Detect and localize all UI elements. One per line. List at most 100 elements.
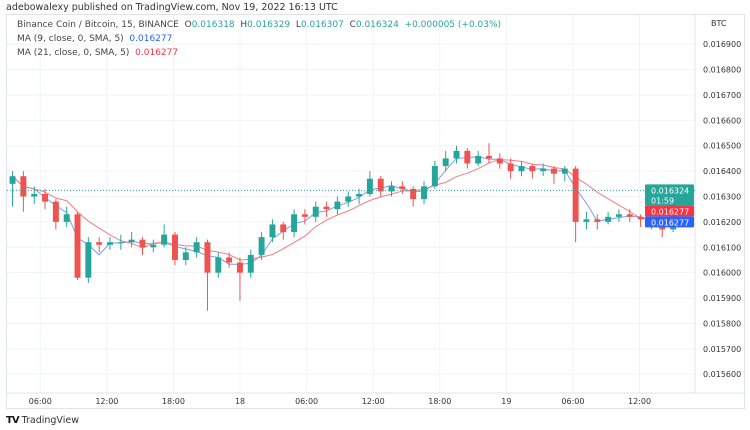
change-value: +0.000005 (+0.03%) [404,20,502,30]
candle-body [63,214,70,222]
candle-body [42,193,49,202]
x-tick-label: 12:00 [95,397,118,406]
x-tick-label: 18:00 [428,397,451,406]
candle-body [626,214,633,217]
candle-body [226,257,233,263]
y-tick-label: 0.016300 [703,193,741,202]
ma1-legend[interactable]: MA (9, close, 0, SMA, 5) 0.016277 [17,34,172,44]
y-tick-label: 0.016700 [703,91,741,100]
x-tick-label: 06:00 [561,397,584,406]
ma2-label: MA (21, close, 0, SMA, 5) [17,48,130,58]
candle-body [150,244,157,248]
candle-body [139,239,146,248]
publication-info: adebowalexy published on TradingView.com… [6,2,338,13]
close-value: 0.016324 [355,20,399,30]
low-value: 0.016307 [300,20,344,30]
ma1-label: MA (9, close, 0, SMA, 5) [17,34,124,44]
candle-body [431,166,438,187]
y-tick-label: 0.016800 [703,66,741,75]
candle-body [280,224,287,233]
candle-body [85,242,92,278]
tradingview-logo-icon[interactable]: TV [6,415,20,426]
candle-body [550,168,557,174]
y-tick-label: 0.016600 [703,116,741,125]
candle-body [507,163,514,172]
y-tick-label: 0.016400 [703,167,741,176]
candle-body [572,168,579,222]
chart-frame[interactable]: 0.016900 0.016800 0.016700 0.016600 0.016500… [6,14,746,410]
candle-body [258,237,265,255]
candle-body [366,178,373,194]
candle-body [269,224,276,238]
x-tick-label: 19 [501,397,511,406]
candle-body [345,196,352,202]
y-tick-label: 0.016100 [703,243,741,252]
candle-body [323,206,330,210]
y-tick-label: 0.015700 [703,345,741,354]
open-label: O [184,20,192,30]
candle-body [247,254,254,273]
footer: TV TradingView [6,415,79,426]
candle-body [529,166,536,172]
brand-name[interactable]: TradingView [21,415,79,426]
candle-body [583,219,590,222]
candle-body [171,234,178,260]
last-price-tag [645,184,694,206]
candle-body [107,242,113,245]
last-price-tag-text: 01:59 [651,196,674,205]
candle-body [96,242,103,245]
candle-body [128,239,135,243]
candle-body [637,216,644,220]
candle-body [215,257,222,273]
candle-body [615,214,622,217]
candle-body [236,262,243,273]
candle-body [52,201,59,222]
ma1-value: 0.016277 [129,34,173,44]
x-tick-label: 06:00 [29,397,52,406]
last-price-tag-text: 0.016324 [651,186,689,195]
y-tick-label: 0.015900 [703,294,741,303]
candle-body [377,178,384,192]
ma2-line [12,159,685,261]
candle-body [561,168,568,174]
candle-body [161,234,168,245]
ma2-legend[interactable]: MA (21, close, 0, SMA, 5) 0.016277 [17,48,178,58]
candle-body [486,155,492,159]
candle-body [410,188,417,200]
ma2-price-tag [645,205,694,217]
ma1-price-tag-text: 0.016277 [651,218,689,227]
candle-body [594,219,601,222]
x-tick-label: 18 [235,397,245,406]
symbol-name[interactable]: Binance Coin / Bitcoin, 15, BINANCE [17,20,179,30]
candle-body [518,166,525,172]
candle-body [540,168,547,172]
candle-body [442,158,449,167]
candle-body [117,242,124,244]
candle-body [312,206,319,217]
y-tick-label: 0.016000 [703,269,741,278]
candle-body [421,186,428,200]
high-label: H [240,20,248,30]
y-tick-label: 0.016500 [703,142,741,151]
high-value: 0.016329 [247,20,291,30]
candle-body [301,214,308,217]
candle-body [74,214,81,278]
y-tick-label: 0.016900 [703,40,741,49]
close-label: C [349,20,356,30]
y-tick-label: 0.016200 [703,218,741,227]
currency-label: BTC [711,19,727,28]
candle-body [464,150,471,164]
candlestick-chart[interactable]: 0.016900 0.016800 0.016700 0.016600 0.016500… [7,15,746,410]
x-tick-label: 12:00 [362,397,385,406]
candle-body [605,216,612,222]
ma1-price-tag [645,216,694,228]
low-label: L [295,20,301,30]
candle-body [399,186,406,189]
candle-body [20,176,27,197]
ma2-value: 0.016277 [135,48,179,58]
candle-body [193,242,200,253]
candle-body [475,155,482,164]
ma2-price-tag-text: 0.016277 [651,207,689,216]
x-tick-label: 18:00 [162,397,185,406]
candle-body [291,214,298,233]
